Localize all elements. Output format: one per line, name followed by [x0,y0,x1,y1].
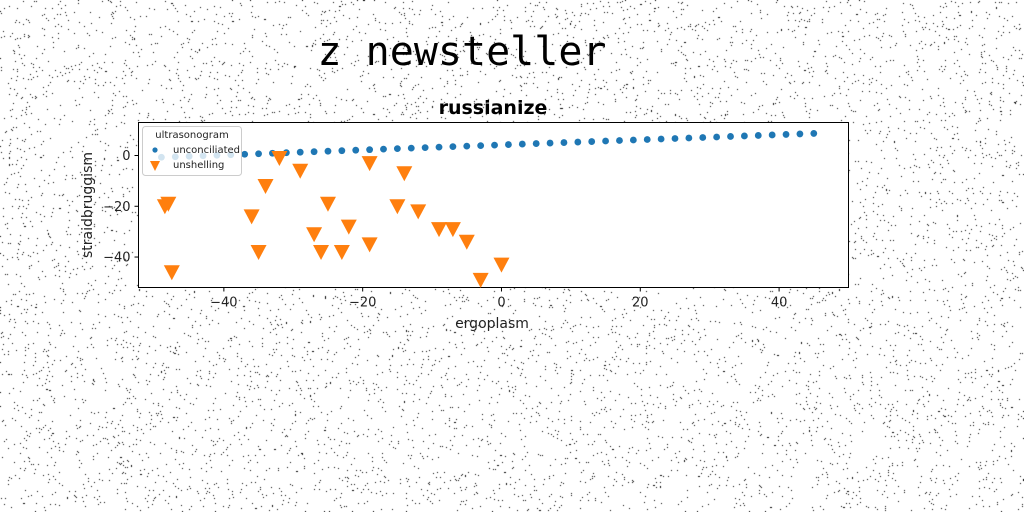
point-unconciliated [532,140,540,147]
point-unshelling [292,163,309,179]
point-unconciliated [754,132,762,139]
point-unconciliated [407,144,415,152]
x-axis-label: ergoplasm [455,316,529,332]
point-unshelling [257,178,274,194]
point-unshelling [313,244,330,260]
point-unconciliated [380,145,387,153]
y-tick-label: 0 [122,149,130,164]
y-tick-label: −20 [103,200,130,215]
point-unconciliated [310,148,318,156]
legend-marker-unconciliated [152,147,158,153]
x-tick-label: 40 [771,296,788,311]
point-unconciliated [796,130,804,138]
point-unshelling [458,234,475,250]
point-unconciliated [657,135,665,143]
point-unconciliated [477,142,485,150]
x-tick-label: −40 [210,296,237,311]
point-unconciliated [616,137,623,144]
point-unconciliated [629,136,637,144]
point-unshelling [319,196,336,212]
point-unconciliated [241,150,249,158]
point-unconciliated [296,148,304,156]
point-unconciliated [435,143,443,151]
x-tick-label: 20 [632,296,649,311]
point-unshelling [493,257,510,273]
point-unconciliated [449,143,457,151]
point-unconciliated [255,150,262,158]
point-unshelling [361,237,378,253]
chart-title: russianize [439,97,548,119]
point-unconciliated [518,140,526,148]
point-unshelling [389,199,406,215]
point-unconciliated [782,131,790,138]
point-unconciliated [810,130,818,137]
point-unshelling [472,272,489,288]
point-unshelling [271,151,288,167]
point-unconciliated [352,146,360,154]
point-unconciliated [366,146,374,154]
point-unconciliated [560,139,568,146]
legend: ultrasonogram unconciliated unshelling [142,126,242,176]
point-unconciliated [393,145,401,153]
point-unconciliated [713,133,721,141]
point-unconciliated [421,144,429,152]
point-unshelling [444,222,461,238]
point-unshelling [431,222,448,238]
legend-title: ultrasonogram [155,130,228,141]
point-unconciliated [588,138,596,145]
point-unconciliated [727,133,734,140]
y-tick-label: −40 [103,251,130,266]
point-unshelling [163,265,180,281]
point-unconciliated [602,137,609,145]
point-unshelling [396,166,413,182]
point-unshelling [243,209,260,225]
legend-marker-unshelling [150,161,160,171]
page-title: z newsteller [317,29,607,75]
plot-area [138,122,849,288]
point-unconciliated [643,136,651,143]
point-unshelling [410,204,427,220]
point-unconciliated [685,134,693,142]
point-unshelling [250,244,267,260]
point-unshelling [361,156,378,172]
y-axis: 0 −20 −40 [103,149,139,266]
point-unconciliated [574,138,582,146]
point-unshelling [333,244,350,260]
point-unconciliated [505,141,512,148]
point-unconciliated [491,141,498,149]
point-unconciliated [546,139,554,147]
point-unconciliated [324,147,332,155]
y-axis-label: straidbruggism [80,152,96,258]
point-unconciliated [671,135,679,142]
point-unshelling [340,219,357,235]
point-unshelling [306,227,323,243]
x-axis: −40 −20 0 20 40 [210,287,788,311]
point-unconciliated [740,132,748,140]
legend-label-unconciliated: unconciliated [173,145,240,156]
point-unshelling [160,196,177,212]
x-tick-label: −20 [349,296,376,311]
point-unconciliated [699,134,707,141]
point-unconciliated [463,142,471,150]
point-unconciliated [768,131,776,139]
x-tick-label: 0 [497,296,505,311]
legend-label-unshelling: unshelling [173,160,224,171]
point-unconciliated [338,147,346,155]
legend-box [142,126,242,176]
